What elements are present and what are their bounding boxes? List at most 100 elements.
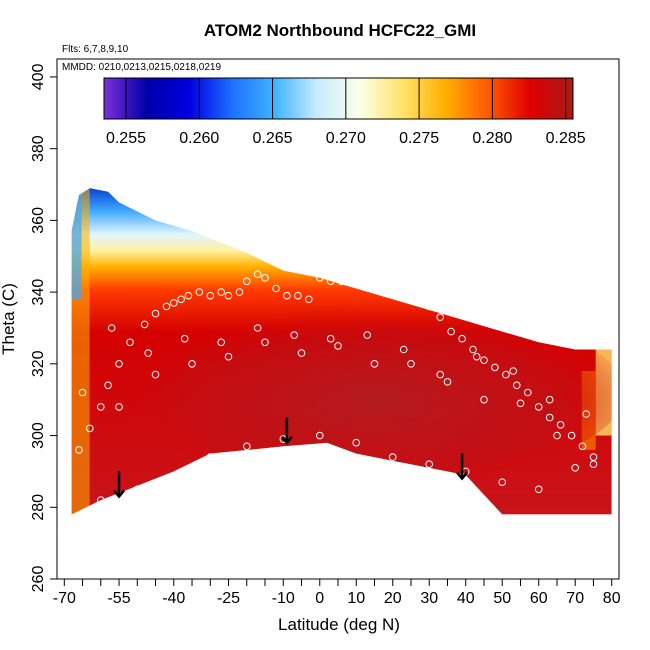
colorbar-tick-label: 0.260 [179, 130, 219, 147]
data-point [348, 277, 357, 286]
flights-note: Flts: 6,7,8,9,10 [62, 44, 129, 55]
y-tick-label: 360 [30, 207, 47, 234]
data-point [115, 403, 123, 411]
data-point [261, 274, 269, 282]
data-point [107, 324, 116, 332]
data-point [316, 431, 324, 440]
arrow-marker [456, 453, 469, 481]
data-point [126, 338, 134, 347]
data-point [370, 360, 379, 368]
data-point [436, 370, 445, 379]
y-tick-label: 260 [30, 566, 47, 593]
x-tick-label: -25 [217, 590, 240, 607]
colorbar-tick-label: 0.255 [106, 130, 146, 147]
data-point [370, 274, 379, 282]
x-tick-label: 30 [420, 590, 438, 607]
data-point [261, 338, 269, 347]
y-axis: 260 280 300 320 340 360 380 400 [30, 63, 58, 593]
data-point [217, 338, 225, 347]
data-point [151, 370, 160, 379]
data-point [392, 281, 401, 289]
data-point [305, 295, 313, 304]
colorbar-fill [103, 77, 574, 120]
data-point [578, 442, 587, 451]
data-point [553, 431, 561, 440]
data-point [78, 388, 87, 397]
x-tick-label: 0 [315, 590, 324, 607]
observation-points [75, 266, 598, 504]
data-point [272, 284, 280, 293]
colorbar-tick-label: 0.265 [253, 130, 293, 147]
colorbar-tick-label: 0.280 [472, 130, 512, 147]
data-point [414, 288, 423, 296]
data-point [556, 421, 565, 429]
data-field [71, 188, 612, 515]
dates-note: MMDD: 0210,0213,0215,0218,0219 [62, 62, 221, 73]
data-point [283, 291, 291, 300]
data-point [253, 324, 262, 332]
data-point [162, 302, 171, 311]
data-point [388, 453, 397, 461]
data-point [104, 381, 112, 390]
data-point [516, 399, 525, 408]
data-point [534, 485, 543, 494]
data-point [144, 349, 152, 357]
data-point [425, 460, 434, 469]
data-point [188, 360, 196, 368]
chart-title: ATOM2 Northbound HCFC22_GMI [204, 21, 476, 40]
data-point [86, 424, 94, 433]
data-point [472, 352, 481, 361]
data-point [316, 274, 324, 282]
data-point [443, 378, 452, 386]
data-point [151, 309, 160, 318]
arrow-marker [280, 417, 293, 445]
x-tick-label: 70 [566, 590, 584, 607]
x-axis-label: Latitude (deg N) [278, 615, 400, 634]
data-point [524, 388, 532, 397]
data-point [206, 291, 215, 300]
data-point [334, 342, 342, 350]
data-point [363, 331, 372, 339]
data-point [403, 266, 412, 275]
y-tick-label: 400 [30, 63, 47, 90]
data-point [469, 345, 477, 354]
data-point [170, 474, 178, 483]
arrow-marker [113, 471, 125, 499]
x-tick-label: -40 [162, 590, 185, 607]
data-point [243, 442, 251, 451]
x-tick-label: 40 [457, 590, 475, 607]
data-point [534, 403, 543, 411]
data-point [381, 277, 390, 286]
data-point [294, 291, 302, 300]
annotation-arrows [113, 417, 469, 499]
data-point [195, 288, 204, 296]
data-point [425, 302, 434, 311]
data-point [133, 485, 142, 494]
y-axis-label: Theta (C) [0, 283, 18, 355]
data-point [436, 313, 445, 322]
data-point [297, 349, 306, 357]
data-point [177, 295, 185, 304]
data-point [480, 356, 488, 365]
data-point [224, 352, 233, 361]
data-point [407, 360, 415, 368]
x-tick-label: 20 [384, 590, 402, 607]
x-tick-label: -10 [272, 590, 295, 607]
data-point [589, 460, 598, 469]
y-tick-label: 320 [30, 350, 47, 377]
data-point [235, 288, 244, 296]
data-point [337, 277, 346, 286]
data-point [502, 370, 510, 379]
data-point [326, 277, 335, 286]
data-point [217, 288, 225, 296]
x-tick-label: 80 [603, 590, 621, 607]
x-tick-label: 50 [493, 590, 511, 607]
data-point [352, 438, 361, 447]
data-point [545, 413, 554, 422]
data-point [75, 446, 83, 454]
data-point [513, 381, 521, 390]
data-point [184, 291, 193, 300]
y-tick-label: 380 [30, 135, 47, 162]
data-point [290, 331, 299, 339]
x-tick-label: 60 [530, 590, 548, 607]
